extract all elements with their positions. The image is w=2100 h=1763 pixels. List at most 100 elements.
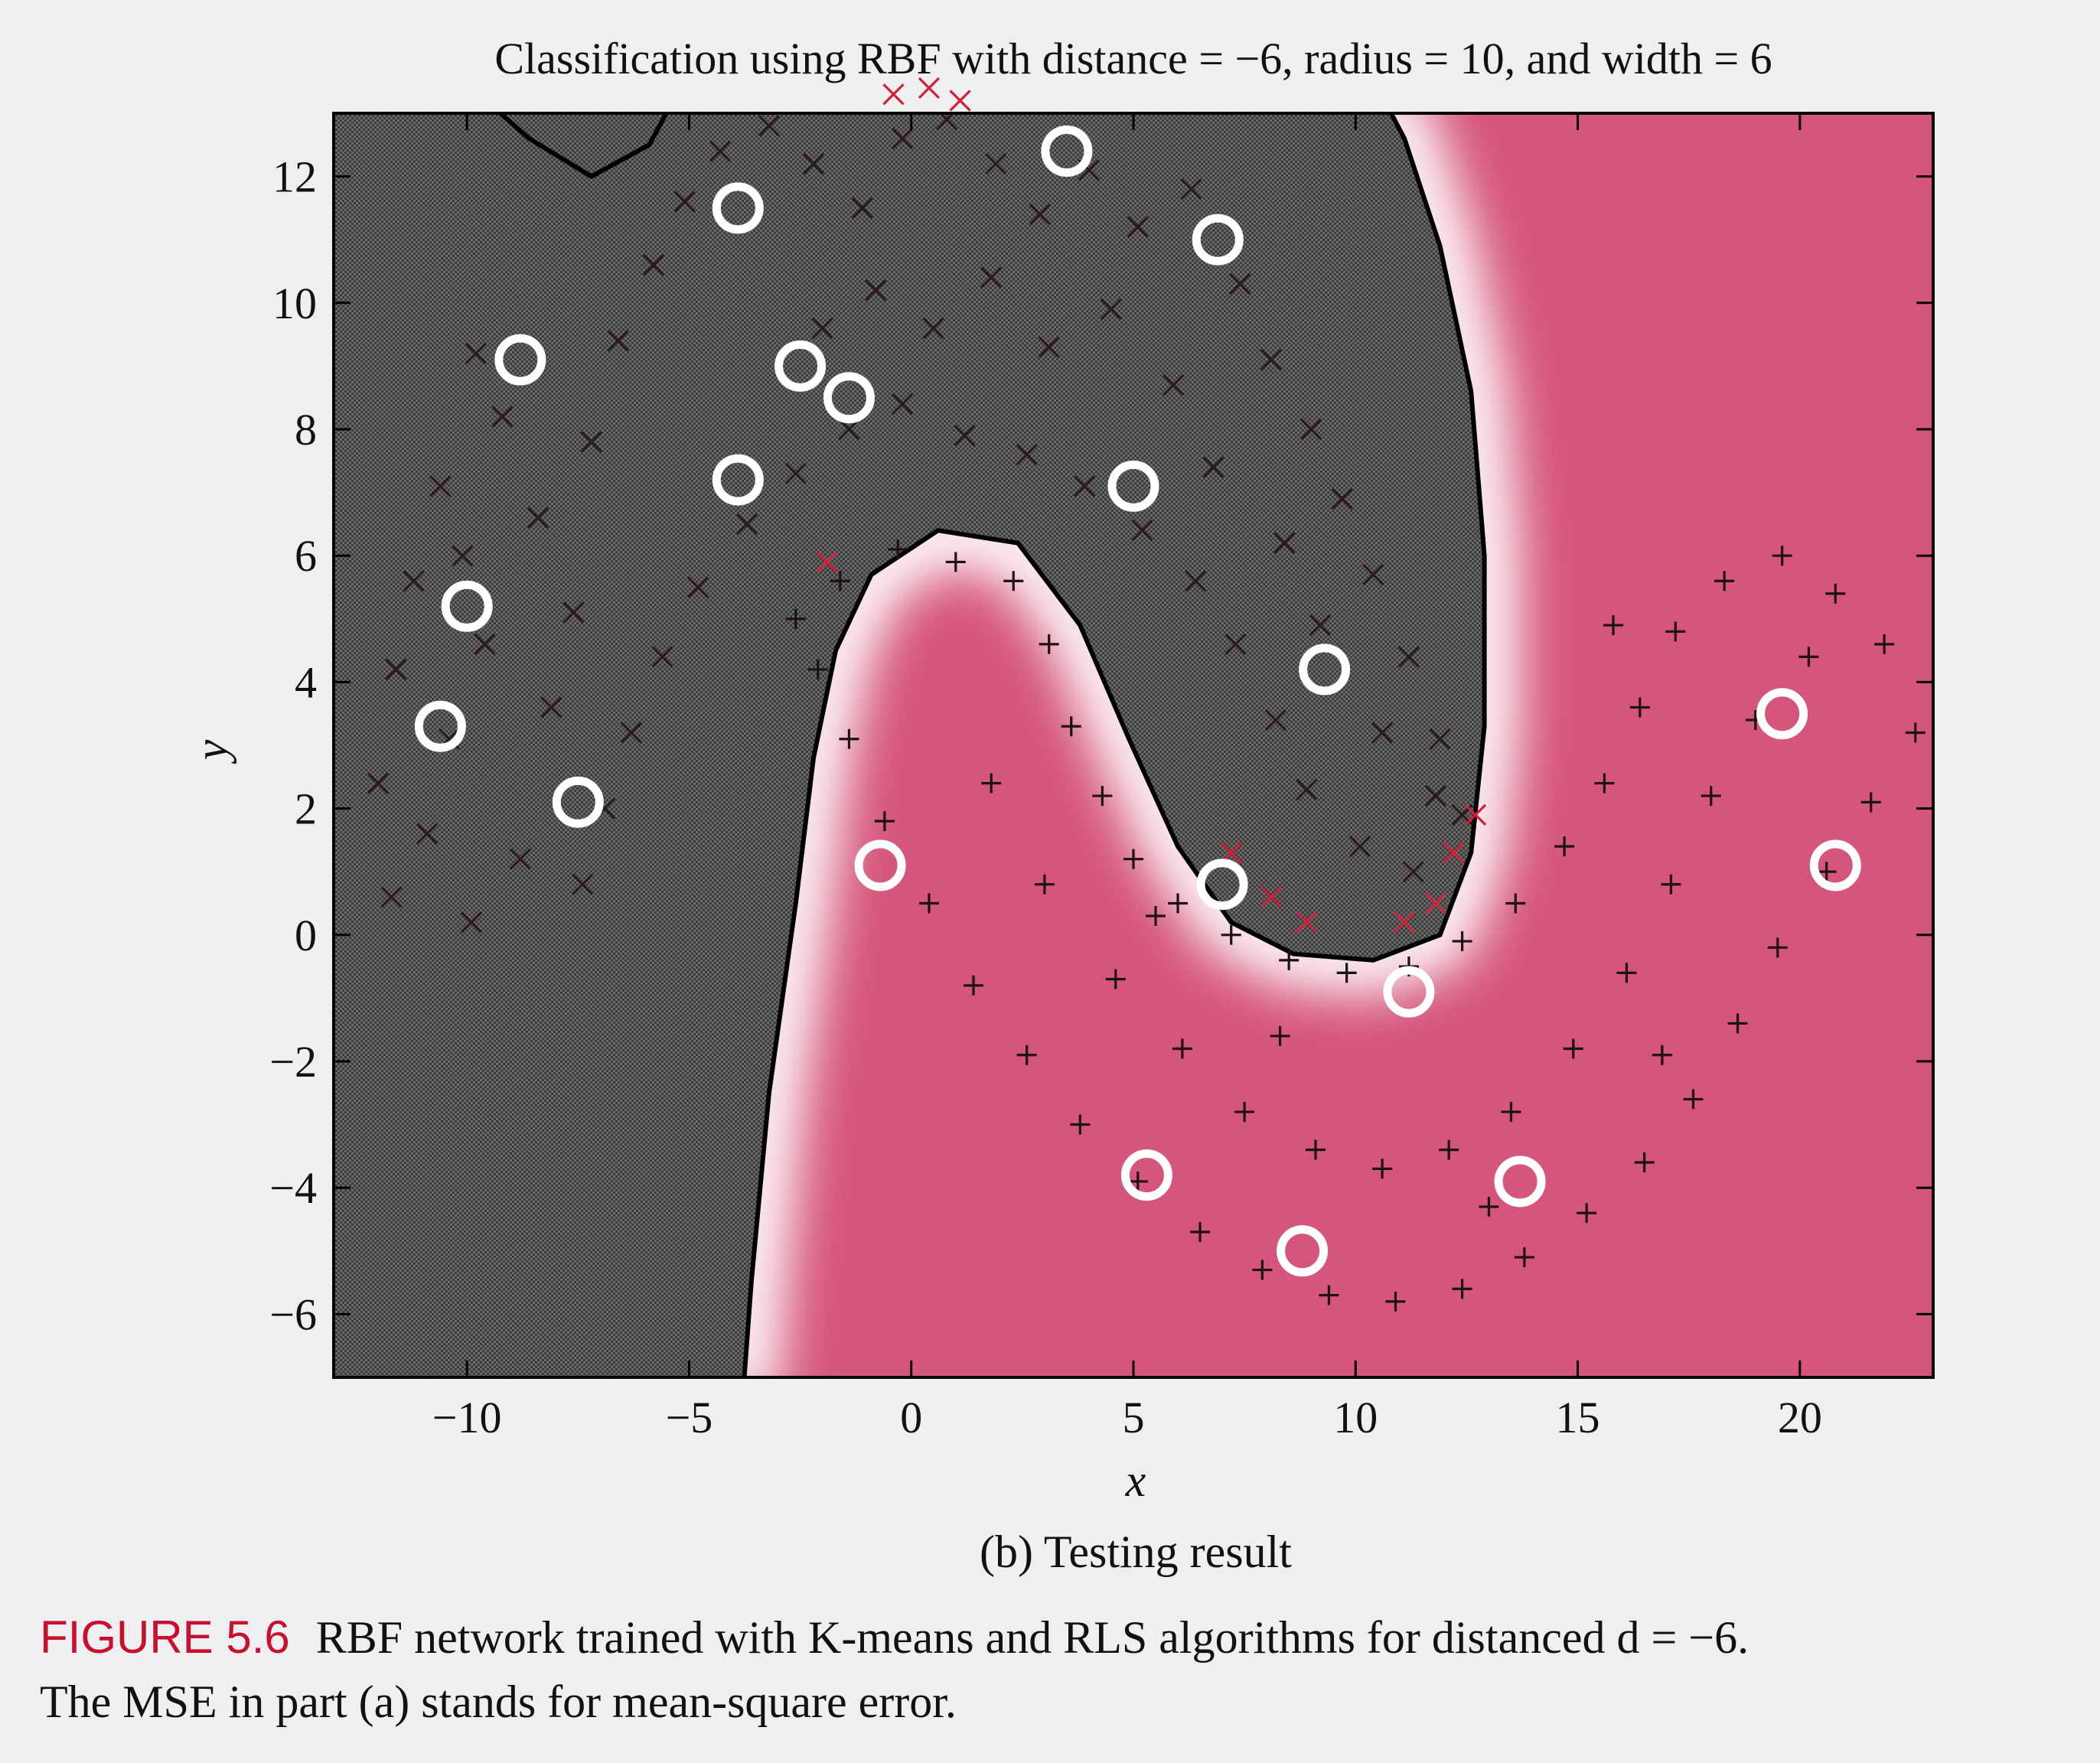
rbf-center-marker xyxy=(552,776,604,828)
rbf-center-marker xyxy=(823,372,875,424)
y-tick-label: 0 xyxy=(295,911,317,960)
x-marker xyxy=(385,658,407,681)
x-marker xyxy=(367,772,390,794)
plus-marker xyxy=(1319,1285,1339,1305)
plus-marker xyxy=(1172,1038,1192,1059)
x-marker xyxy=(580,431,602,453)
plus-marker xyxy=(1629,697,1650,718)
x-marker xyxy=(838,418,860,441)
plus-marker xyxy=(1372,1158,1393,1179)
x-marker xyxy=(509,848,531,870)
y-tick-label: −2 xyxy=(269,1037,317,1087)
rbf-center-marker xyxy=(1192,213,1244,266)
plus-marker xyxy=(1385,1291,1406,1312)
y-tick-label: −4 xyxy=(269,1163,317,1213)
plus-marker xyxy=(1603,615,1623,636)
plus-marker xyxy=(1061,716,1081,737)
rbf-center-marker xyxy=(712,182,764,234)
rbf-center-marker xyxy=(1041,125,1093,178)
x-marker xyxy=(1029,204,1052,226)
x-marker xyxy=(851,197,873,220)
x-marker xyxy=(1260,349,1283,371)
x-marker xyxy=(735,513,758,536)
x-tick-label: 0 xyxy=(900,1393,922,1442)
plus-marker xyxy=(1168,893,1189,914)
rbf-center-marker xyxy=(494,334,546,386)
chart-title: Classification using RBF with distance =… xyxy=(494,34,1772,83)
x-marker xyxy=(1371,722,1394,744)
plus-marker xyxy=(807,659,828,679)
x-tick-label: 20 xyxy=(1778,1393,1822,1442)
plus-marker xyxy=(1860,792,1881,813)
plus-marker xyxy=(1034,874,1055,895)
x-marker xyxy=(673,191,696,213)
x-marker xyxy=(1100,298,1123,321)
plus-marker xyxy=(1594,773,1615,794)
plus-marker xyxy=(888,539,908,559)
x-marker xyxy=(571,873,594,895)
x-marker xyxy=(1429,728,1451,750)
boundary-line xyxy=(742,113,1487,1377)
x-marker xyxy=(709,140,732,162)
rbf-center-marker xyxy=(1809,839,1861,891)
plus-marker xyxy=(1665,621,1686,642)
x-tick-label: −10 xyxy=(432,1393,502,1442)
plus-marker xyxy=(1190,1222,1211,1243)
plus-marker xyxy=(1563,1038,1583,1059)
x-marker xyxy=(1127,216,1149,238)
plus-marker xyxy=(874,811,895,832)
plus-marker xyxy=(1127,1171,1148,1191)
x-marker xyxy=(1402,861,1424,883)
rbf-center-marker xyxy=(1756,688,1808,740)
plus-marker xyxy=(1577,1203,1597,1224)
y-axis-label: y xyxy=(186,739,236,764)
x-marker xyxy=(922,317,944,339)
x-marker xyxy=(465,342,487,365)
rbf-center-marker xyxy=(414,700,466,752)
plus-marker xyxy=(1123,849,1143,869)
plus-marker xyxy=(1514,1247,1534,1268)
x-marker xyxy=(452,545,474,567)
x-marker xyxy=(607,330,629,352)
plus-marker xyxy=(945,552,966,572)
rbf-center-marker xyxy=(1196,859,1248,911)
plus-marker xyxy=(1616,963,1637,983)
plus-marker xyxy=(1003,571,1024,591)
x-marker xyxy=(1074,475,1096,497)
x-marker xyxy=(620,722,643,744)
misclassified-x-marker xyxy=(1442,842,1465,864)
plus-marker xyxy=(785,608,806,629)
figure-caption: FIGURE 5.6 RBF network trained with K-mea… xyxy=(40,1605,2060,1734)
misclassified-x-marker xyxy=(1394,911,1416,934)
x-marker xyxy=(562,601,585,624)
plus-marker xyxy=(1279,950,1299,970)
plus-marker xyxy=(1452,1279,1472,1299)
x-marker xyxy=(1185,570,1207,592)
plus-marker xyxy=(1252,1260,1273,1280)
x-marker xyxy=(1362,563,1384,586)
x-marker xyxy=(1162,374,1185,396)
x-marker xyxy=(460,911,483,934)
plus-marker xyxy=(1798,647,1819,667)
plus-marker xyxy=(1234,1102,1255,1123)
x-marker xyxy=(686,576,709,598)
misclassified-x-marker xyxy=(816,551,838,573)
chart: Classification using RBF with distance =… xyxy=(186,34,1935,1577)
x-marker xyxy=(403,570,425,592)
x-marker xyxy=(1131,520,1153,542)
rbf-center-marker xyxy=(1107,460,1159,512)
plus-marker xyxy=(1634,1152,1655,1173)
x-marker xyxy=(491,406,514,428)
x-marker xyxy=(1424,784,1446,807)
x-marker xyxy=(1348,836,1371,858)
figure-label: FIGURE 5.6 xyxy=(40,1611,290,1663)
misclassified-x-marker xyxy=(1260,886,1283,908)
x-marker xyxy=(540,696,562,719)
x-marker xyxy=(1264,709,1286,732)
x-marker xyxy=(1229,272,1251,295)
plus-marker xyxy=(1505,893,1526,914)
x-marker xyxy=(1180,178,1202,200)
x-tick-label: 15 xyxy=(1556,1393,1600,1442)
x-marker xyxy=(954,425,976,447)
